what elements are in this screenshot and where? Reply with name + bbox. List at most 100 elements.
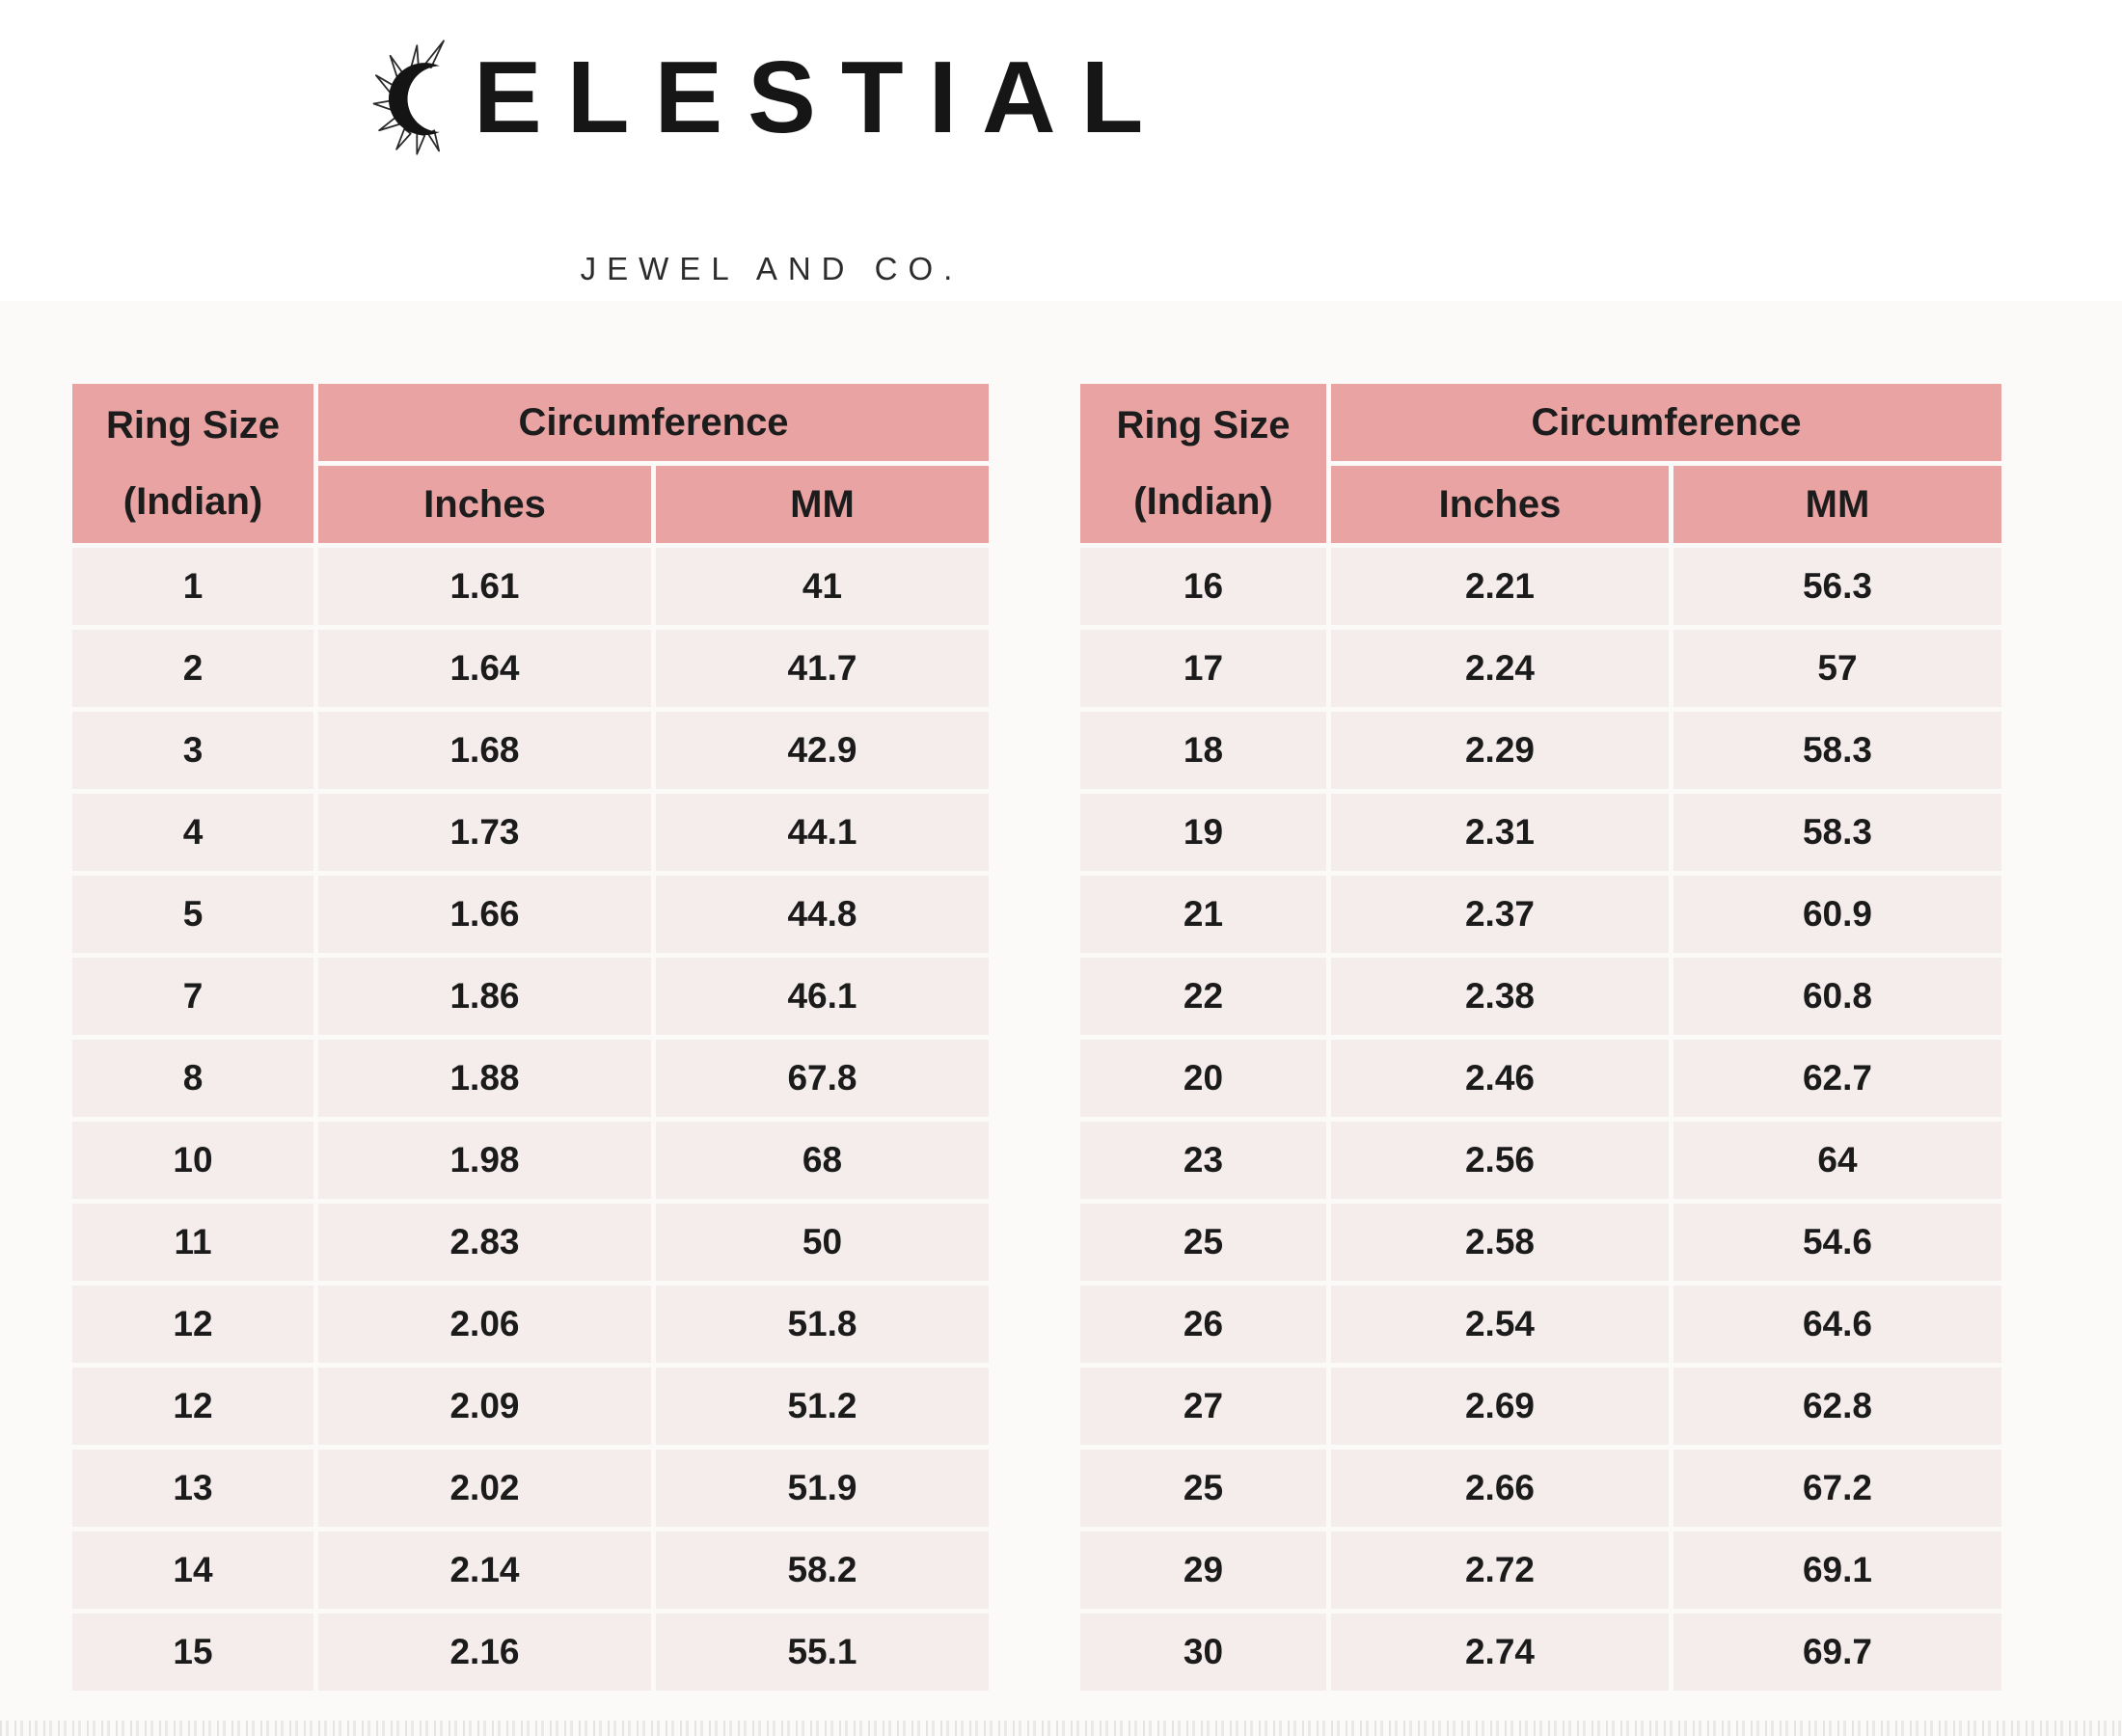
table-row: 25 2.58 54.6 <box>1080 1204 2001 1281</box>
table-cell: 1 <box>72 548 313 625</box>
table-cell: 2.58 <box>1331 1204 1669 1281</box>
header-ring-size: Ring Size (Indian) <box>1080 384 1326 543</box>
table-cell: 44.1 <box>656 794 989 871</box>
table-cell: 68 <box>656 1122 989 1199</box>
table-cell: 2.06 <box>318 1286 651 1363</box>
table-cell: 2.14 <box>318 1532 651 1609</box>
table-right-header: Ring Size (Indian) Circumference Inches … <box>1080 384 2001 543</box>
table-cell: 23 <box>1080 1122 1326 1199</box>
table-cell: 21 <box>1080 876 1326 953</box>
table-cell: 14 <box>72 1532 313 1609</box>
table-cell: 4 <box>72 794 313 871</box>
table-cell: 25 <box>1080 1450 1326 1527</box>
table-cell: 2.74 <box>1331 1614 1669 1691</box>
header-ring-size-line1: Ring Size <box>1116 403 1291 447</box>
table-cell: 1.68 <box>318 712 651 789</box>
header-inches: Inches <box>1331 466 1669 543</box>
table-row: 11 2.83 50 <box>72 1204 989 1281</box>
table-row: 13 2.02 51.9 <box>72 1450 989 1527</box>
table-row: 29 2.72 69.1 <box>1080 1532 2001 1609</box>
table-row: 15 2.16 55.1 <box>72 1614 989 1691</box>
table-cell: 62.7 <box>1673 1040 2001 1117</box>
table-cell: 20 <box>1080 1040 1326 1117</box>
table-cell: 1.66 <box>318 876 651 953</box>
brand-logo-row: ELESTIAL <box>371 29 1168 166</box>
table-row: 21 2.37 60.9 <box>1080 876 2001 953</box>
table-cell: 2.66 <box>1331 1450 1669 1527</box>
ring-size-table-right: Ring Size (Indian) Circumference Inches … <box>1075 379 2006 1695</box>
table-cell: 22 <box>1080 958 1326 1035</box>
table-cell: 1.64 <box>318 630 651 707</box>
table-cell: 1.98 <box>318 1122 651 1199</box>
table-cell: 1.86 <box>318 958 651 1035</box>
table-cell: 58.3 <box>1673 794 2001 871</box>
table-cell: 16 <box>1080 548 1326 625</box>
table-row: 5 1.66 44.8 <box>72 876 989 953</box>
table-cell: 44.8 <box>656 876 989 953</box>
table-row: 25 2.66 67.2 <box>1080 1450 2001 1527</box>
table-cell: 58.3 <box>1673 712 2001 789</box>
table-row: 1 1.61 41 <box>72 548 989 625</box>
table-row: 20 2.46 62.7 <box>1080 1040 2001 1117</box>
table-row: 3 1.68 42.9 <box>72 712 989 789</box>
table-row: 22 2.38 60.8 <box>1080 958 2001 1035</box>
table-row: 23 2.56 64 <box>1080 1122 2001 1199</box>
table-cell: 2.31 <box>1331 794 1669 871</box>
scan-noise-strip <box>0 1721 2122 1736</box>
header-inches: Inches <box>318 466 651 543</box>
table-row: 12 2.09 51.2 <box>72 1368 989 1445</box>
table-cell: 2.54 <box>1331 1286 1669 1363</box>
table-cell: 2.56 <box>1331 1122 1669 1199</box>
table-cell: 2.37 <box>1331 876 1669 953</box>
sun-crescent-icon <box>371 34 474 161</box>
table-cell: 2.72 <box>1331 1532 1669 1609</box>
table-cell: 57 <box>1673 630 2001 707</box>
table-row: 8 1.88 67.8 <box>72 1040 989 1117</box>
table-cell: 13 <box>72 1450 313 1527</box>
table-cell: 10 <box>72 1122 313 1199</box>
table-cell: 2.02 <box>318 1450 651 1527</box>
table-cell: 1.73 <box>318 794 651 871</box>
brand-header: ELESTIAL JEWEL AND CO. <box>371 29 1168 286</box>
table-cell: 2.38 <box>1331 958 1669 1035</box>
table-cell: 18 <box>1080 712 1326 789</box>
table-cell: 2.24 <box>1331 630 1669 707</box>
table-cell: 42.9 <box>656 712 989 789</box>
table-cell: 51.2 <box>656 1368 989 1445</box>
table-cell: 29 <box>1080 1532 1326 1609</box>
table-cell: 54.6 <box>1673 1204 2001 1281</box>
table-cell: 51.9 <box>656 1450 989 1527</box>
table-row: 4 1.73 44.1 <box>72 794 989 871</box>
table-cell: 60.9 <box>1673 876 2001 953</box>
table-cell: 12 <box>72 1368 313 1445</box>
table-row: 27 2.69 62.8 <box>1080 1368 2001 1445</box>
table-row: 10 1.98 68 <box>72 1122 989 1199</box>
table-row: 17 2.24 57 <box>1080 630 2001 707</box>
table-cell: 1.61 <box>318 548 651 625</box>
table-cell: 2.69 <box>1331 1368 1669 1445</box>
table-cell: 46.1 <box>656 958 989 1035</box>
table-cell: 56.3 <box>1673 548 2001 625</box>
table-cell: 2.16 <box>318 1614 651 1691</box>
table-row: 16 2.21 56.3 <box>1080 548 2001 625</box>
table-cell: 30 <box>1080 1614 1326 1691</box>
table-cell: 11 <box>72 1204 313 1281</box>
table-cell: 64 <box>1673 1122 2001 1199</box>
header-ring-size-line2: (Indian) <box>122 479 263 523</box>
table-cell: 15 <box>72 1614 313 1691</box>
header-mm: MM <box>1673 466 2001 543</box>
table-cell: 69.1 <box>1673 1532 2001 1609</box>
table-cell: 2 <box>72 630 313 707</box>
table-left-body: 1 1.61 41 2 1.64 41.7 3 1.68 42.9 4 1.73 44.1 5 1.66 4… <box>72 548 989 1691</box>
table-cell: 3 <box>72 712 313 789</box>
header-ring-size-line1: Ring Size <box>105 403 281 447</box>
table-cell: 67.2 <box>1673 1450 2001 1527</box>
table-cell: 8 <box>72 1040 313 1117</box>
table-cell: 67.8 <box>656 1040 989 1117</box>
table-cell: 51.8 <box>656 1286 989 1363</box>
table-cell: 55.1 <box>656 1614 989 1691</box>
table-cell: 26 <box>1080 1286 1326 1363</box>
table-cell: 2.46 <box>1331 1040 1669 1117</box>
table-cell: 2.09 <box>318 1368 651 1445</box>
